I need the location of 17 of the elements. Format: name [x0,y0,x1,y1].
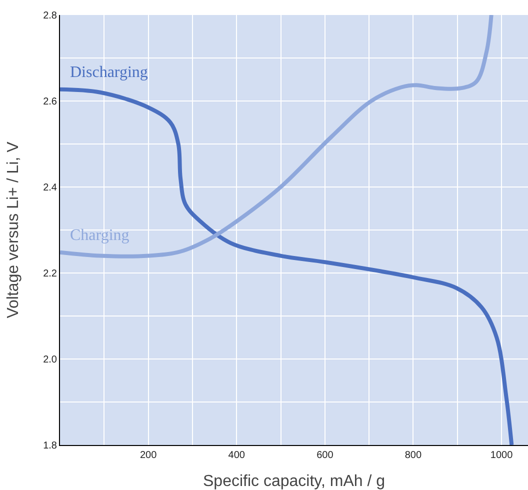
series-label: Discharging [70,64,148,81]
text: 2.0 [43,354,57,366]
x-axis-title: Specific capacity, mAh / g [203,473,385,490]
line-series [60,87,514,445]
y-axis-title: Voltage versus Li+ / Li, V [5,141,22,318]
y-tick-label: 2.6 [43,96,58,108]
x-tick-label: 400 [228,450,246,461]
x-tick-label: 1000 [490,450,514,461]
y-tick-label: 1.8 [43,440,58,452]
y-tick-label: 2.8 [43,10,58,22]
series-label: Charging [70,227,130,244]
line-series [60,15,494,258]
y-tick-label: 2.2 [43,268,58,280]
x-tick-label: 800 [404,450,422,461]
x-tick-label: 200 [140,450,158,461]
x-tick-label: 600 [316,450,334,461]
y-tick-label: 2.4 [43,182,58,194]
